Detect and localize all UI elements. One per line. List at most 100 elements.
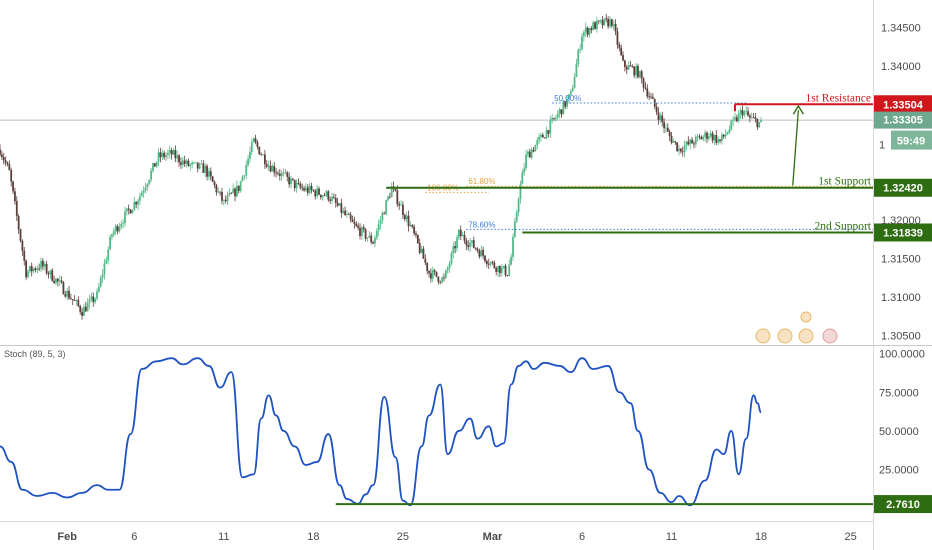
candle-body [388, 196, 391, 198]
candle-body [329, 199, 332, 201]
candle-body [299, 183, 302, 188]
candle-body [10, 170, 13, 182]
candle-body [569, 91, 572, 95]
candle-body [321, 195, 324, 198]
candle-body [191, 162, 194, 165]
candle-body [86, 303, 89, 312]
candle-body [318, 188, 320, 195]
candle-body [262, 154, 264, 156]
candle-body [224, 199, 227, 202]
candle-body [450, 253, 453, 264]
candle-body [663, 121, 665, 129]
candle-body [97, 286, 100, 292]
candle-body [747, 111, 749, 116]
candle-body [204, 165, 207, 173]
candle-body [441, 277, 443, 283]
candle-body [333, 197, 335, 199]
candle-body [683, 145, 686, 153]
candle-body [387, 196, 389, 201]
candle-body [14, 191, 16, 202]
candle-body [69, 298, 72, 300]
economic-event-icons[interactable] [755, 311, 838, 344]
candle-body [679, 148, 682, 152]
candle-body [288, 176, 291, 185]
candle-body [396, 190, 399, 205]
candle-body [666, 127, 669, 132]
candle-body [15, 201, 18, 217]
candle-body [480, 249, 483, 257]
candle-body [297, 182, 300, 184]
candle-body [624, 60, 626, 67]
candle-body [280, 172, 283, 176]
candle-body [107, 249, 110, 261]
candle-body [549, 120, 552, 134]
candle-body [159, 152, 162, 158]
candle-body [122, 223, 125, 224]
candle-body [702, 136, 705, 140]
candle-body [250, 142, 253, 152]
current-price-badge [874, 111, 932, 129]
candle-body [92, 296, 95, 303]
candle-body [446, 268, 449, 271]
candle-body [538, 136, 540, 141]
candle-body [471, 240, 473, 243]
candle-body [129, 209, 132, 214]
event-flag-icon[interactable] [755, 328, 771, 344]
event-flag-icon[interactable] [798, 328, 814, 344]
candle-body [696, 136, 699, 138]
candle-body [316, 188, 319, 197]
candle-body [605, 18, 608, 20]
candle-body [273, 165, 276, 173]
candle-body [760, 119, 762, 122]
candle-body [165, 155, 167, 158]
event-flag-icon[interactable] [822, 328, 838, 344]
candle-body [517, 199, 520, 213]
candle-body [327, 191, 330, 200]
candle-body [532, 149, 535, 152]
candle-body [737, 113, 740, 122]
candle-body [607, 18, 610, 27]
level-name-label: 2nd Support [814, 220, 871, 232]
candle-body [411, 224, 414, 227]
candle-body [183, 160, 186, 164]
candle-body [19, 229, 22, 241]
candle-body [672, 141, 675, 143]
candle-body [426, 262, 429, 271]
candle-body [433, 270, 436, 272]
candle-body [64, 294, 67, 297]
candle-body [424, 258, 427, 263]
candle-body [155, 161, 158, 167]
candle-body [174, 150, 177, 159]
candle-body [403, 215, 406, 220]
candle-body [105, 260, 108, 264]
candle-body [398, 204, 401, 206]
candle-body [454, 246, 457, 249]
candle-body [689, 139, 692, 145]
candle-body [597, 20, 600, 22]
candle-body [730, 120, 733, 130]
level-price-text: 1.32420 [883, 183, 923, 195]
candle-body [73, 300, 76, 301]
candle-body [651, 96, 654, 99]
price-axis: 1.33504 1.32420 1.31839 1.34500 1.34000 1.320… [874, 23, 932, 343]
candle-body [510, 256, 513, 265]
candle-body [60, 280, 63, 283]
candle-body [340, 203, 343, 213]
candle-body [202, 163, 205, 173]
candle-body [178, 155, 180, 163]
candle-body [685, 141, 688, 146]
candle-body [409, 224, 412, 227]
stochastic-axis: 100.0000 75.0000 50.0000 25.0000 2.7610 [874, 349, 932, 514]
candle-body [286, 172, 289, 177]
candle-timer-badge [891, 130, 932, 150]
candle-body [504, 265, 507, 276]
candle-body [413, 226, 416, 234]
candle-body [209, 171, 212, 177]
candle-body [17, 216, 20, 230]
candle-body [51, 270, 54, 281]
candle-body [172, 150, 175, 155]
event-flag-icon[interactable] [777, 328, 793, 344]
indicator-title[interactable]: Stoch (89, 5, 3) [4, 349, 66, 359]
candle-body [194, 162, 197, 164]
event-flag-icon[interactable] [800, 311, 812, 323]
